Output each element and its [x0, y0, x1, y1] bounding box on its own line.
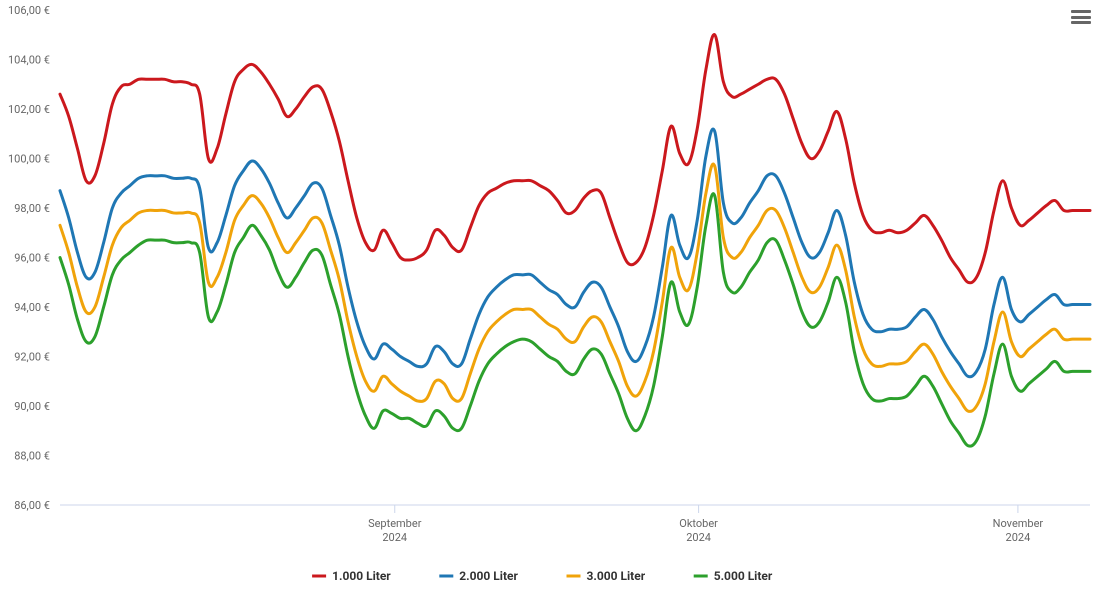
x-tick-label-month: September [368, 517, 422, 530]
x-tick-label-year: 2024 [382, 531, 407, 544]
price-line-chart: 86,00 € 88,00 € 90,00 € 92,00 € 94,00 € 96,00… [0, 0, 1105, 602]
y-tick-label: 90,00 € [14, 400, 50, 413]
x-tick-label-month: Oktober [679, 517, 718, 530]
y-tick-label: 88,00 € [14, 450, 50, 463]
legend-label: 1.000 Liter [332, 569, 391, 583]
legend-label: 2.000 Liter [459, 569, 518, 583]
y-tick-label: 92,00 € [14, 351, 50, 364]
chart-canvas: 86,00 € 88,00 € 90,00 € 92,00 € 94,00 € 96,00… [0, 0, 1105, 602]
legend-item[interactable]: 3.000 Liter [567, 569, 646, 583]
y-tick-label: 86,00 € [14, 499, 50, 512]
y-tick-label: 96,00 € [14, 252, 50, 265]
y-tick-label: 102,00 € [8, 103, 50, 116]
legend-item[interactable]: 2.000 Liter [439, 569, 518, 583]
legend-item[interactable]: 1.000 Liter [312, 569, 391, 583]
chart-menu-button[interactable] [1069, 6, 1093, 28]
y-tick-label: 106,00 € [8, 4, 50, 17]
legend-label: 5.000 Liter [714, 569, 773, 583]
y-tick-label: 104,00 € [8, 54, 50, 67]
y-tick-label: 100,00 € [8, 153, 50, 166]
x-tick-label-year: 2024 [1006, 531, 1031, 544]
y-tick-label: 94,00 € [14, 301, 50, 314]
y-tick-label: 98,00 € [14, 202, 50, 215]
legend-item[interactable]: 5.000 Liter [694, 569, 773, 583]
legend-label: 3.000 Liter [587, 569, 646, 583]
x-tick-label-month: November [993, 517, 1044, 530]
x-tick-label-year: 2024 [686, 531, 711, 544]
